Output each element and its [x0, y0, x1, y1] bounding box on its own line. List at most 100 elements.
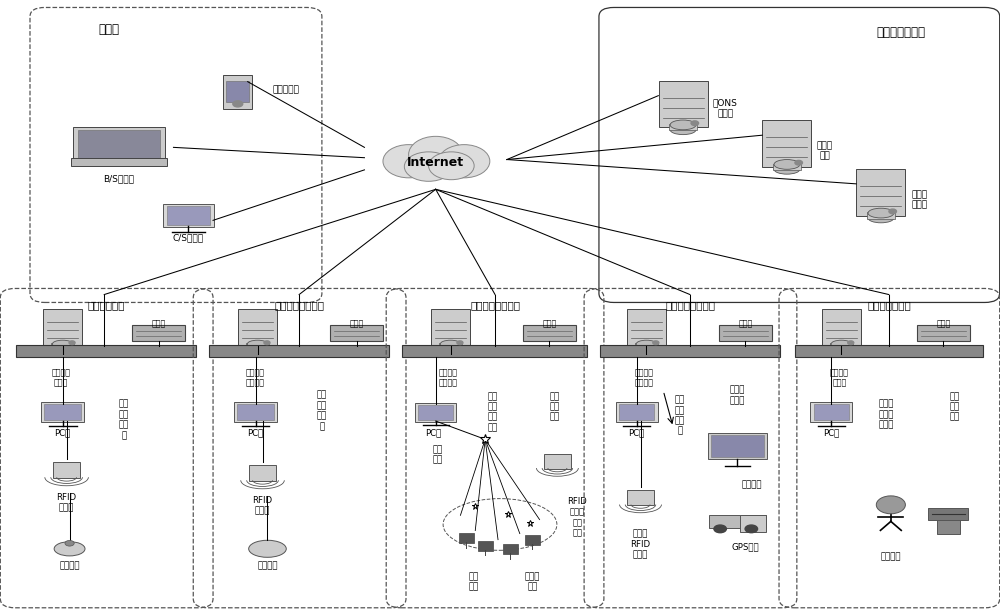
Ellipse shape: [831, 344, 852, 352]
Text: 销售店的
服务器: 销售店的 服务器: [830, 368, 849, 387]
Text: 防火墙: 防火墙: [152, 320, 166, 329]
Text: 数据库
服务器: 数据库 服务器: [912, 190, 928, 210]
FancyBboxPatch shape: [795, 345, 983, 357]
FancyBboxPatch shape: [616, 403, 658, 422]
Text: PC机: PC机: [628, 428, 645, 437]
Ellipse shape: [247, 344, 268, 352]
Circle shape: [848, 341, 854, 345]
FancyBboxPatch shape: [78, 131, 160, 159]
Text: 簇头
节点: 簇头 节点: [468, 572, 478, 591]
FancyBboxPatch shape: [822, 309, 861, 346]
FancyBboxPatch shape: [43, 309, 82, 346]
FancyBboxPatch shape: [41, 401, 84, 422]
FancyBboxPatch shape: [418, 405, 453, 420]
FancyBboxPatch shape: [814, 404, 849, 420]
FancyBboxPatch shape: [669, 124, 697, 130]
Text: 乳牛
养殖
场纪
录: 乳牛 养殖 场纪 录: [119, 400, 129, 440]
FancyBboxPatch shape: [503, 544, 518, 554]
FancyBboxPatch shape: [478, 541, 493, 551]
FancyBboxPatch shape: [544, 454, 571, 469]
FancyBboxPatch shape: [234, 401, 277, 422]
Text: RFID
读写器
无线
信道: RFID 读写器 无线 信道: [567, 497, 587, 537]
Text: 防火墙: 防火墙: [542, 320, 557, 329]
FancyBboxPatch shape: [53, 463, 80, 478]
Text: RFID
读写器: RFID 读写器: [252, 496, 273, 515]
FancyBboxPatch shape: [810, 403, 852, 422]
FancyBboxPatch shape: [635, 343, 658, 349]
Text: 汇聚
节点: 汇聚 节点: [433, 445, 443, 465]
FancyBboxPatch shape: [132, 324, 185, 341]
Text: 出入库
RFID
读写器: 出入库 RFID 读写器: [630, 529, 651, 559]
Circle shape: [457, 341, 463, 345]
Circle shape: [264, 341, 270, 345]
Text: 加工
环境
信息
记录: 加工 环境 信息 记录: [488, 392, 498, 432]
FancyBboxPatch shape: [330, 324, 383, 341]
FancyBboxPatch shape: [762, 120, 811, 167]
FancyBboxPatch shape: [73, 128, 165, 163]
Text: 客户端: 客户端: [99, 23, 120, 35]
Text: PC机: PC机: [823, 428, 840, 437]
Text: PC机: PC机: [247, 428, 264, 437]
Text: 电子耳标: 电子耳标: [59, 561, 80, 570]
Text: 配送中心
的服务器: 配送中心 的服务器: [635, 368, 654, 387]
Ellipse shape: [440, 344, 461, 352]
Text: 加工企业
的服务器: 加工企业 的服务器: [439, 368, 458, 387]
Ellipse shape: [54, 542, 85, 556]
Text: 消费客户: 消费客户: [881, 552, 901, 561]
FancyBboxPatch shape: [740, 516, 766, 532]
FancyBboxPatch shape: [167, 206, 210, 225]
Text: 防火墙: 防火墙: [936, 320, 950, 329]
Ellipse shape: [831, 340, 852, 348]
FancyBboxPatch shape: [867, 213, 895, 219]
Circle shape: [876, 496, 905, 514]
FancyBboxPatch shape: [600, 345, 780, 357]
Circle shape: [745, 525, 758, 533]
Text: 手机客户端: 手机客户端: [272, 85, 299, 94]
Ellipse shape: [383, 145, 434, 178]
FancyBboxPatch shape: [523, 324, 576, 341]
FancyBboxPatch shape: [627, 490, 654, 505]
Text: 加工
产品
记录: 加工 产品 记录: [549, 392, 560, 422]
Text: 乳牛的养殖场: 乳牛的养殖场: [88, 301, 125, 310]
Ellipse shape: [868, 213, 894, 223]
FancyBboxPatch shape: [708, 433, 767, 459]
FancyBboxPatch shape: [163, 203, 214, 227]
FancyBboxPatch shape: [719, 324, 772, 341]
FancyBboxPatch shape: [659, 81, 708, 128]
FancyBboxPatch shape: [711, 435, 764, 458]
Text: 乳制品的加工企业: 乳制品的加工企业: [470, 301, 520, 310]
Text: 养殖场的
服务器: 养殖场的 服务器: [51, 368, 70, 387]
Circle shape: [233, 101, 243, 107]
Ellipse shape: [404, 152, 453, 181]
Text: 生产企业
的服务器: 生产企业 的服务器: [246, 368, 265, 387]
FancyBboxPatch shape: [773, 164, 801, 170]
Ellipse shape: [429, 152, 474, 180]
Ellipse shape: [52, 344, 73, 352]
Ellipse shape: [636, 340, 657, 348]
FancyBboxPatch shape: [937, 519, 960, 534]
FancyBboxPatch shape: [71, 158, 167, 166]
Text: C/S客户端: C/S客户端: [173, 234, 204, 243]
Ellipse shape: [636, 344, 657, 352]
Ellipse shape: [409, 136, 463, 173]
Circle shape: [653, 341, 659, 345]
FancyBboxPatch shape: [223, 75, 252, 109]
FancyBboxPatch shape: [525, 535, 540, 544]
FancyBboxPatch shape: [928, 508, 968, 520]
Text: B/S客户端: B/S客户端: [104, 175, 135, 184]
FancyBboxPatch shape: [16, 345, 196, 357]
Ellipse shape: [440, 340, 461, 348]
Text: 查询服
务器: 查询服 务器: [817, 141, 833, 161]
Circle shape: [691, 121, 699, 125]
FancyBboxPatch shape: [249, 466, 276, 481]
FancyBboxPatch shape: [44, 404, 81, 420]
Text: 防火墙: 防火墙: [738, 320, 753, 329]
FancyBboxPatch shape: [709, 516, 766, 529]
FancyBboxPatch shape: [209, 345, 389, 357]
FancyBboxPatch shape: [415, 403, 456, 422]
FancyBboxPatch shape: [856, 169, 905, 216]
Text: 原料
奶生
产记
录: 原料 奶生 产记 录: [317, 390, 327, 431]
Text: 根ONS
服务器: 根ONS 服务器: [713, 99, 738, 118]
Text: PC机: PC机: [55, 428, 71, 437]
FancyBboxPatch shape: [238, 309, 277, 346]
